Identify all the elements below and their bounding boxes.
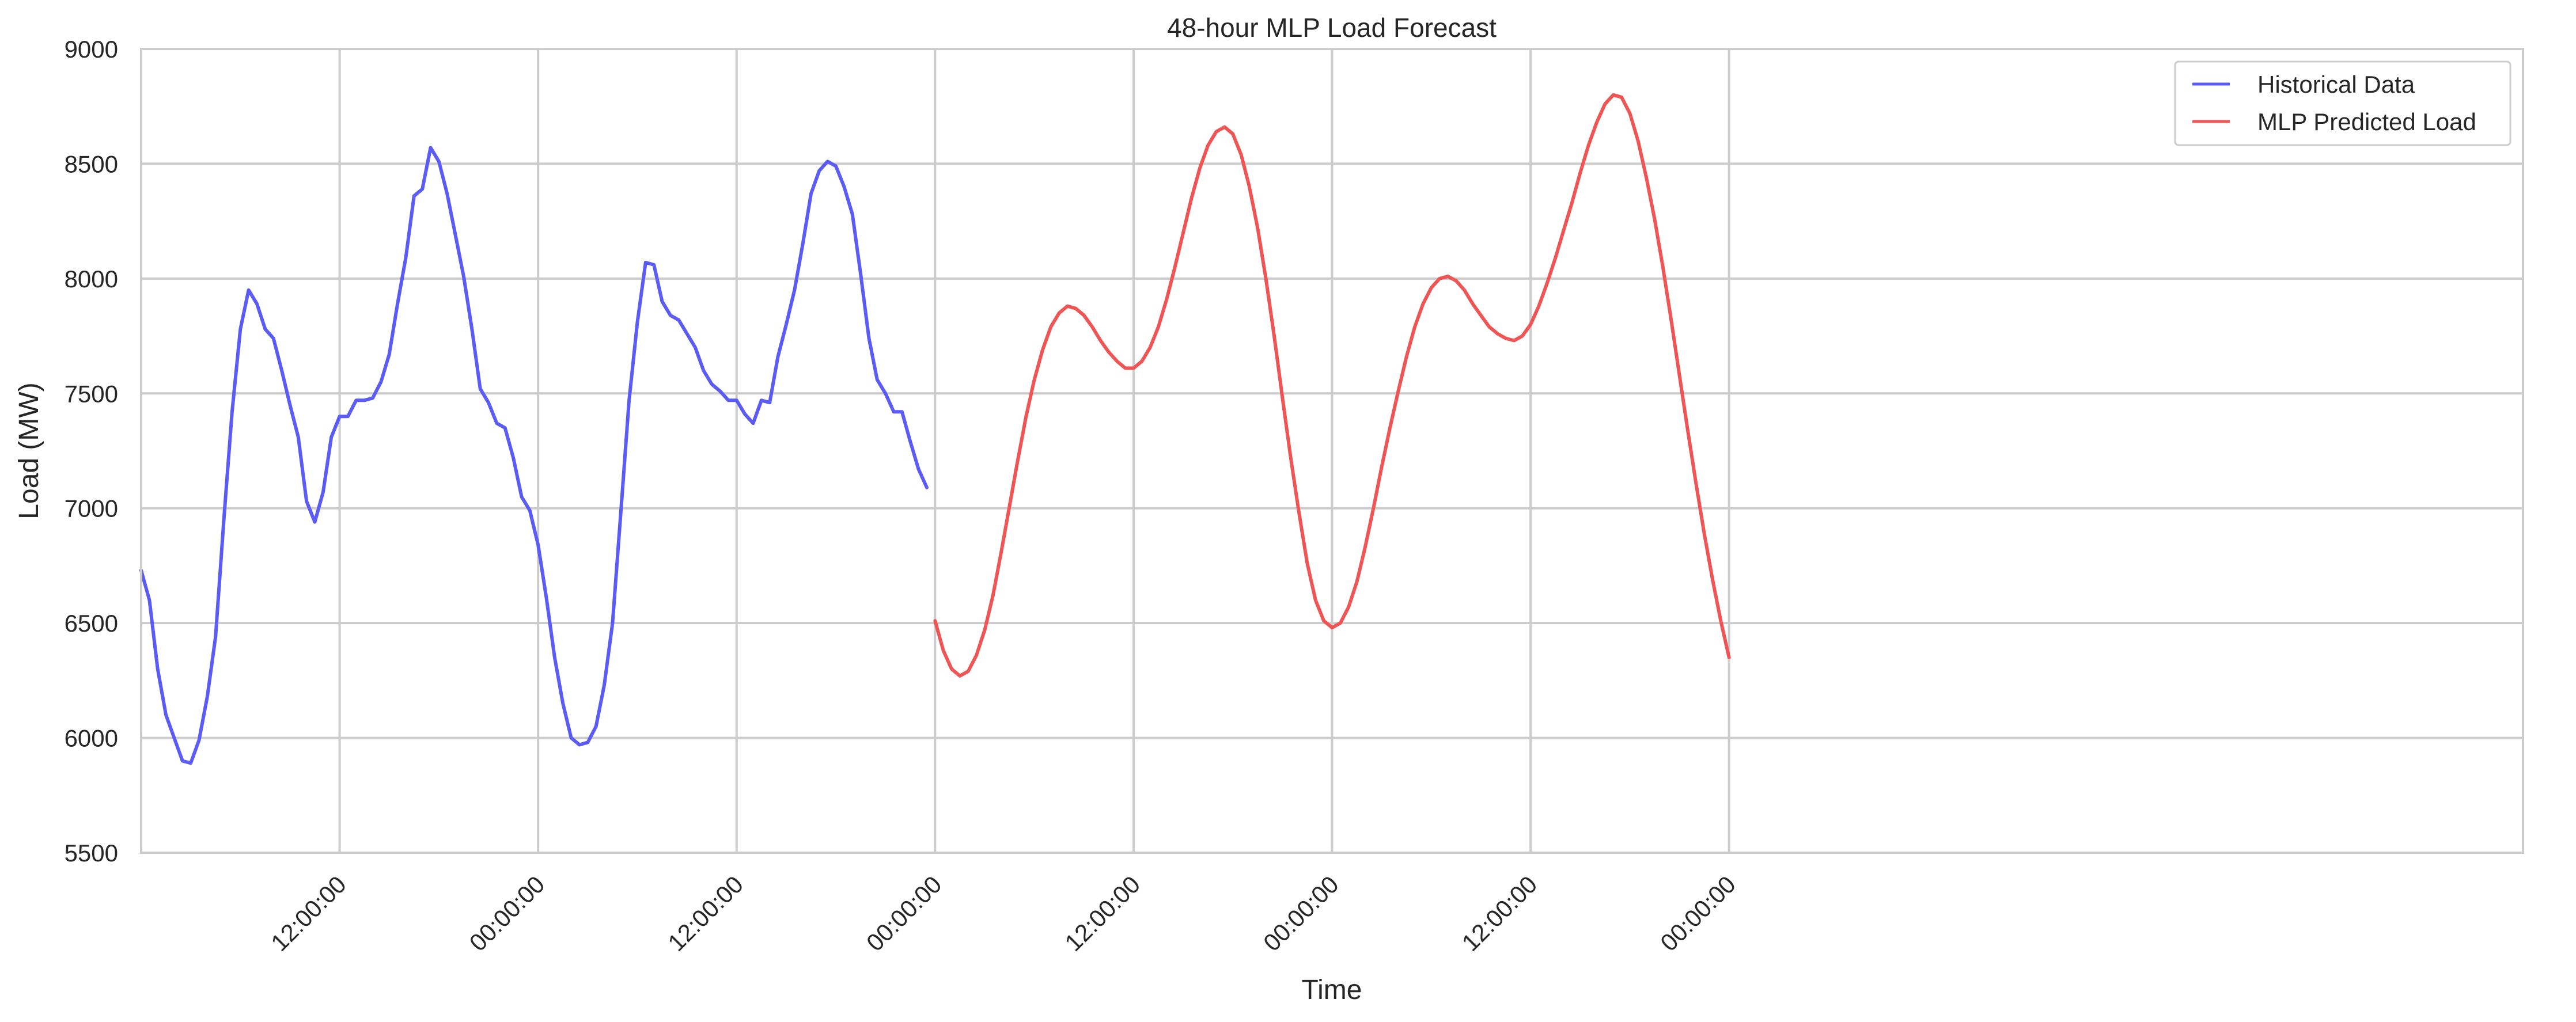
y-tick-label: 9000 [65, 36, 118, 63]
mlp-predicted-load-line [933, 93, 1731, 678]
grid [141, 49, 2523, 853]
series-layer [139, 93, 1731, 765]
y-tick-label: 7000 [65, 495, 118, 522]
y-tick-label: 6000 [65, 725, 118, 752]
y-tick-label: 5500 [65, 839, 118, 867]
legend: Historical Data MLP Predicted Load [2174, 60, 2511, 146]
y-axis-label: Load (MW) [14, 382, 44, 519]
legend-label-historical: Historical Data [2257, 71, 2415, 98]
x-axis-label: Time [1302, 975, 1362, 1005]
y-tick-label: 7500 [65, 380, 118, 407]
chart-title: 48-hour MLP Load Forecast [1167, 13, 1497, 43]
plot-frame [140, 48, 2524, 854]
y-tick-label: 8000 [65, 265, 118, 292]
y-tick-label: 8500 [65, 150, 118, 177]
historical-data-line [139, 146, 929, 765]
legend-box [2174, 60, 2511, 146]
legend-label-predicted: MLP Predicted Load [2257, 108, 2476, 135]
y-tick-label: 6500 [65, 610, 118, 637]
